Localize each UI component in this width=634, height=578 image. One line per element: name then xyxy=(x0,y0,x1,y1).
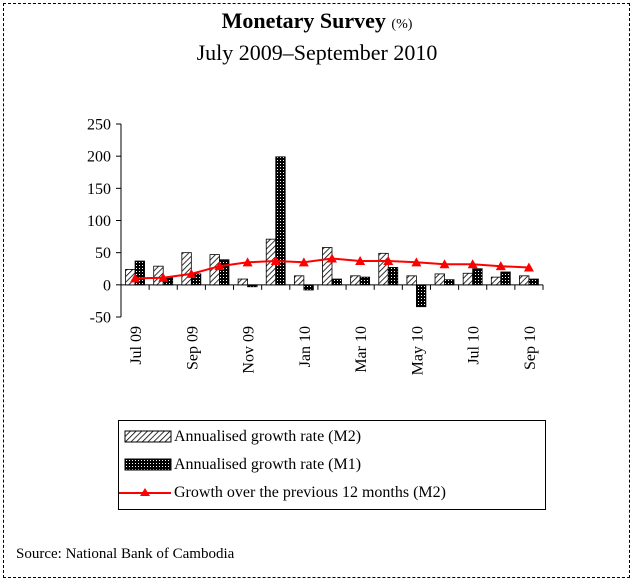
bar-m1 xyxy=(275,156,286,286)
line-marker xyxy=(523,262,534,272)
bar-m1 xyxy=(331,278,342,286)
bar-m1 xyxy=(444,279,455,286)
x-tick-label: Nov 09 xyxy=(241,326,258,374)
y-tick-label: 50 xyxy=(95,245,111,262)
bar-m1 xyxy=(190,273,202,286)
line-marker xyxy=(214,261,225,271)
bar-m2 xyxy=(293,275,305,286)
bar-m2 xyxy=(378,252,389,286)
legend-label-m2-yoy: Growth over the previous 12 months (M2) xyxy=(174,484,446,501)
line-marker xyxy=(467,259,478,269)
bar-m2 xyxy=(490,276,502,286)
legend-label-m2: Annualised growth rate (M2) xyxy=(174,428,362,445)
bar-m1 xyxy=(500,271,511,286)
bar-m2 xyxy=(181,252,192,286)
ticks-layer: Jul 09 Sep 09 Nov 09 Jan 10 Mar 10 May 10 Jul … xyxy=(128,326,539,375)
line-marker xyxy=(495,261,506,271)
bar-m1 xyxy=(134,260,145,286)
line-marker xyxy=(355,256,366,266)
bar-m1 xyxy=(359,276,371,286)
line-marker xyxy=(158,272,169,282)
legend-swatch-m2 xyxy=(124,430,172,443)
bar-m1 xyxy=(303,284,314,291)
bar-m1 xyxy=(415,284,427,308)
source-note: Source: National Bank of Cambodia xyxy=(16,546,235,562)
axes-layer: -50 0 50 100 150 200 250 xyxy=(87,117,544,327)
legend-label-m1: Annualised growth rate (M1) xyxy=(174,456,362,473)
y-tick-label: 200 xyxy=(87,149,111,166)
y-tick-label: -50 xyxy=(90,310,111,327)
legend: Annualised growth rate (M2) Annualised g… xyxy=(118,420,546,510)
y-tick-label: 150 xyxy=(87,181,111,198)
x-tick-label: May 10 xyxy=(409,326,426,375)
bar-m1 xyxy=(219,259,230,286)
bar-m1 xyxy=(387,267,399,286)
line-marker xyxy=(270,256,281,266)
title-line: Monetary Survey (%) xyxy=(0,8,634,38)
line-marker xyxy=(298,257,309,267)
line-layer xyxy=(130,253,534,283)
line-marker xyxy=(383,256,394,266)
line-marker xyxy=(411,257,422,267)
legend-swatch-m1 xyxy=(124,458,172,471)
legend-item-m1: Annualised growth rate (M1) xyxy=(119,453,545,477)
bar-m2 xyxy=(350,275,361,286)
bar-m2 xyxy=(237,278,249,286)
bar-m2 xyxy=(322,247,333,286)
bar-m1 xyxy=(528,278,539,286)
line-marker xyxy=(439,259,450,269)
bar-m2 xyxy=(434,273,445,286)
chart-title: Monetary Survey xyxy=(221,8,386,33)
y-tick-label: 0 xyxy=(103,277,111,294)
line-marker xyxy=(242,257,253,267)
line-marker xyxy=(186,268,197,278)
legend-item-m2: Annualised growth rate (M2) xyxy=(119,425,545,449)
x-tick-label: Jul 09 xyxy=(128,326,145,365)
x-tick-label: Sep 10 xyxy=(522,326,539,370)
line-marker xyxy=(327,253,337,263)
x-tick-label: Jan 10 xyxy=(297,326,314,367)
chart-header: Monetary Survey (%) July 2009–September … xyxy=(0,8,634,68)
legend-swatch-line xyxy=(119,488,171,496)
bar-m2 xyxy=(462,272,474,286)
x-tick-label: Mar 10 xyxy=(353,326,370,373)
x-tick-label: Jul 10 xyxy=(466,326,483,365)
bars-layer xyxy=(125,156,539,308)
legend-item-m2-yoy: Growth over the previous 12 months (M2) xyxy=(119,481,545,505)
chart-title-unit: (%) xyxy=(391,17,413,32)
line-marker xyxy=(130,273,141,283)
chart-subtitle: July 2009–September 2010 xyxy=(196,40,438,65)
x-tick-label: Sep 09 xyxy=(184,326,201,370)
bar-m1 xyxy=(472,268,483,286)
bar-m1 xyxy=(247,284,258,288)
y-tick-label: 250 xyxy=(87,117,111,134)
y-tick-label: 100 xyxy=(87,213,111,230)
bar-m2 xyxy=(519,275,530,286)
bar-m2 xyxy=(406,275,417,286)
chart-plot: -50 0 50 100 150 200 250 Jul 09 Sep 09 Nov 09 Jan… xyxy=(87,117,544,375)
